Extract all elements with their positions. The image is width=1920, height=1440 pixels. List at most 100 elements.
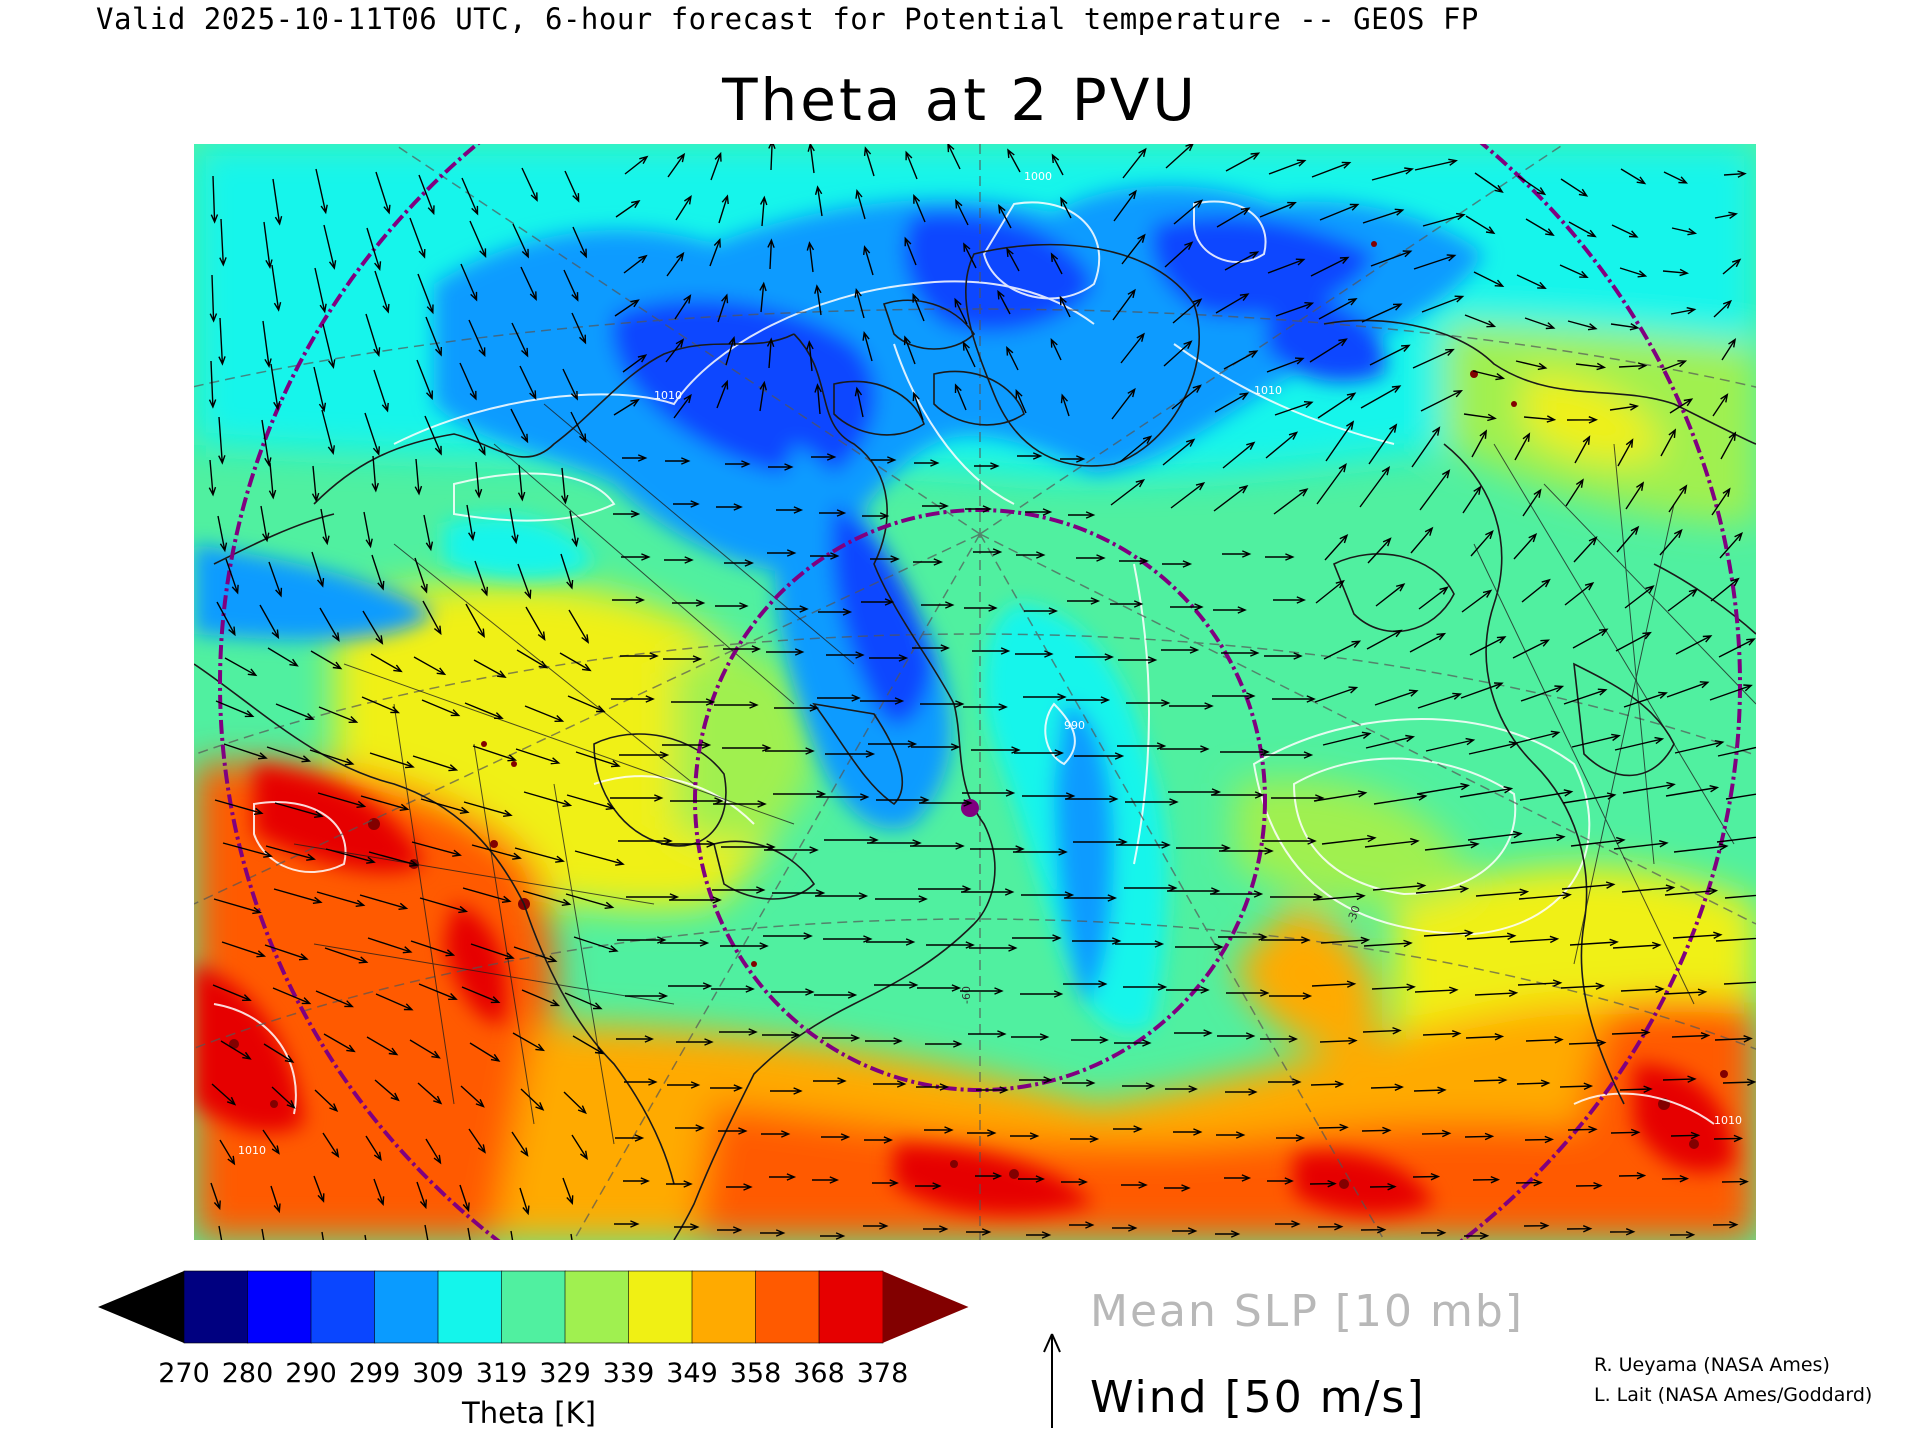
wind-vector — [1661, 360, 1688, 371]
wind-vector — [1569, 938, 1619, 947]
wind-vector — [1026, 1231, 1052, 1239]
wind-vector — [461, 177, 479, 216]
wind-vector — [1474, 989, 1519, 998]
wind-vector — [425, 316, 442, 357]
wind-vector — [962, 340, 976, 368]
wind-vector — [1412, 1172, 1441, 1181]
wind-vector — [1515, 360, 1548, 371]
wind-vector — [1673, 843, 1729, 853]
wind-vector — [1215, 293, 1250, 314]
wind-vector — [872, 1179, 899, 1187]
colorbar-ticks: 270 280 290 299 309 319 329 339 349 358 368 378 — [156, 1358, 916, 1398]
svg-text:1010: 1010 — [1714, 1114, 1742, 1127]
wind-vector — [1714, 1035, 1753, 1043]
wind-vector — [418, 983, 458, 1000]
wind-vector — [425, 1138, 442, 1165]
wind-vector — [761, 1130, 791, 1138]
wind-vector — [760, 1229, 786, 1237]
wind-vector — [210, 1182, 221, 1211]
wind-vector — [855, 188, 866, 220]
wind-vector — [1360, 385, 1402, 409]
wind-vector — [375, 171, 391, 215]
wind-vector — [920, 700, 965, 708]
wind-vector — [1662, 1075, 1697, 1083]
wind-vector — [1369, 344, 1411, 366]
wind-vector — [463, 801, 513, 817]
wind-vector — [972, 647, 1011, 655]
wind-vector — [822, 1034, 861, 1042]
wind-vector — [1461, 589, 1493, 613]
wind-vector — [919, 799, 973, 807]
wind-vector — [1122, 1082, 1156, 1090]
wind-vector — [515, 748, 561, 765]
wind-vector — [814, 991, 858, 999]
wind-vector — [1721, 1177, 1749, 1186]
wind-vector — [1060, 455, 1086, 463]
wind-vector — [1719, 531, 1743, 559]
wind-vector — [316, 891, 366, 907]
colorbar-cell — [310, 1270, 376, 1344]
wind-vector — [722, 744, 772, 752]
wind-vector — [759, 281, 767, 313]
wind-vector — [912, 644, 950, 652]
wind-vector — [905, 150, 918, 180]
wind-vector — [965, 505, 992, 513]
wind-vector — [271, 1086, 296, 1109]
wind-vector — [1670, 307, 1697, 315]
wind-vector — [466, 504, 476, 542]
wind-vector — [1573, 536, 1598, 563]
wind-vector — [619, 751, 670, 759]
wind-vector — [610, 794, 664, 802]
wind-vector — [1213, 485, 1249, 512]
wind-vector — [220, 1040, 252, 1060]
wind-vector — [916, 1083, 950, 1091]
colorbar-tick-label: 349 — [666, 1358, 718, 1389]
wind-vector — [1112, 288, 1136, 321]
wind-vector — [1015, 650, 1054, 658]
wind-vector — [917, 984, 962, 992]
wind-vector — [1570, 836, 1626, 847]
wind-vector — [568, 609, 590, 644]
wind-vector — [924, 1126, 954, 1134]
wind-vector — [318, 706, 359, 723]
wind-vector — [1410, 526, 1434, 554]
wind-vector — [371, 455, 379, 493]
svg-text:990: 990 — [1064, 719, 1085, 732]
wind-vector — [1665, 785, 1720, 797]
wind-vector — [513, 946, 558, 963]
wind-vector — [273, 888, 323, 904]
wind-vector — [1315, 579, 1345, 604]
wind-vector — [511, 322, 529, 358]
wind-vector — [625, 992, 669, 1000]
wind-vector — [214, 799, 264, 815]
wind-vector — [1572, 628, 1609, 649]
wind-vector — [563, 269, 579, 302]
wind-vector — [324, 947, 369, 964]
colorbar-tick-label: 270 — [158, 1358, 210, 1389]
wind-vector — [1309, 1179, 1337, 1188]
wind-vector — [912, 292, 925, 322]
wind-vector — [365, 313, 381, 358]
wind-vector — [1712, 393, 1729, 417]
wind-vector — [1006, 247, 1020, 272]
wind-vector — [961, 888, 1015, 896]
wind-vector — [1722, 258, 1742, 275]
wind-vector — [315, 990, 354, 1008]
wind-vector — [459, 1184, 470, 1213]
wind-vector — [1414, 986, 1459, 995]
svg-text:1010: 1010 — [654, 389, 682, 402]
wind-vector — [510, 408, 529, 444]
political-boundaries — [293, 403, 1756, 1145]
wind-vector — [218, 317, 226, 366]
wind-vector — [468, 319, 486, 358]
wind-vector — [1312, 892, 1366, 901]
wind-vector — [810, 552, 840, 560]
wind-vector — [1659, 528, 1683, 556]
wind-vector — [1121, 233, 1146, 265]
wind-vector — [863, 146, 875, 177]
wind-vector — [1561, 881, 1616, 890]
wind-vector — [1567, 1125, 1598, 1134]
wind-vector — [913, 558, 944, 566]
wind-vector — [624, 1078, 658, 1086]
wind-vector — [624, 155, 649, 175]
